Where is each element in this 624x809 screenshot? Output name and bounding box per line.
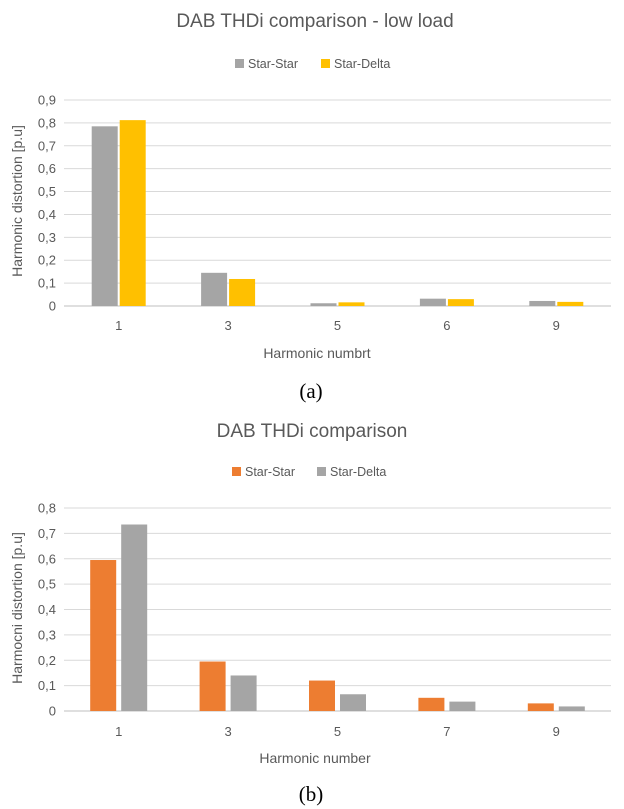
chart-a-y-axis-title: Harmonic distortion [p.u] [9, 125, 25, 277]
chart-b-y-tick-label: 0,7 [38, 526, 56, 541]
chart-b-y-tick-label: 0,4 [38, 602, 56, 617]
chart-a-x-tick-label: 3 [224, 318, 231, 333]
chart-a-y-tick-label: 0,9 [38, 93, 56, 108]
chart-a-x-axis-title: Harmonic numbrt [263, 345, 370, 361]
chart-b-y-tick-label: 0,5 [38, 577, 56, 592]
chart-b-bar-star-delta-7 [449, 701, 476, 711]
chart-a-title: DAB THDi comparison - low load [176, 11, 453, 32]
chart-b-bar-star-delta-9 [558, 706, 585, 711]
chart-a-bar-star-delta-6 [447, 299, 474, 306]
chart-b-legend-label-star-star: Star-Star [245, 465, 295, 479]
chart-b-x-tick-label: 1 [115, 724, 122, 739]
chart-a-bar-star-delta-3 [229, 278, 256, 306]
chart-a-y-tick-label: 0,2 [38, 253, 56, 268]
chart-a-y-tick-label: 0,8 [38, 115, 56, 130]
chart-a-y-tick-label: 0,1 [38, 276, 56, 291]
chart-b-bar-star-star-5 [309, 680, 335, 711]
chart-b-x-tick-label: 5 [334, 724, 341, 739]
chart-b-y-tick-label: 0,3 [38, 627, 56, 642]
chart-a-y-tick-label: 0,6 [38, 161, 56, 176]
chart-b-bar-star-delta-1 [121, 524, 148, 711]
chart-a-legend-label-star-star: Star-Star [248, 57, 298, 71]
chart-b-legend-swatch-star-star [232, 467, 241, 476]
chart-b-y-tick-label: 0,8 [38, 501, 56, 516]
chart-a-bar-star-delta-5 [338, 302, 365, 306]
chart-b-bar-star-delta-5 [340, 694, 366, 711]
chart-b: DAB THDi comparison Star-Star Star-Delta… [9, 421, 611, 766]
chart-a-y-tick-label: 0 [49, 299, 56, 314]
chart-b-legend: Star-Star Star-Delta [232, 465, 386, 479]
chart-a-x-tick-label: 1 [115, 318, 122, 333]
chart-b-bar-star-star-3 [199, 661, 226, 711]
chart-a-y-tick-label: 0,4 [38, 207, 56, 222]
chart-a-legend-swatch-star-star [235, 59, 244, 68]
chart-b-y-axis-title: Harmocni distortion [p.u] [9, 532, 25, 684]
chart-b-bar-star-star-9 [527, 703, 554, 711]
chart-b-title: DAB THDi comparison [217, 421, 408, 442]
chart-b-y-tick-label: 0,2 [38, 653, 56, 668]
chart-a-y-tick-label: 0,7 [38, 138, 56, 153]
chart-b-x-tick-label: 3 [224, 724, 231, 739]
chart-b-bar-star-star-1 [90, 560, 117, 711]
caption-a: (a) [299, 379, 322, 403]
caption-b: (b) [299, 782, 324, 806]
chart-a-bar-star-star-6 [419, 298, 446, 306]
chart-a-bar-star-star-5 [310, 303, 337, 306]
chart-b-legend-swatch-star-delta [317, 467, 326, 476]
chart-b-x-axis-title: Harmonic number [259, 750, 371, 766]
chart-a: DAB THDi comparison - low load Star-Star… [9, 11, 611, 361]
chart-b-x-tick-label: 9 [553, 724, 560, 739]
chart-a-bar-star-star-3 [201, 272, 228, 306]
chart-a-x-tick-label: 5 [334, 318, 341, 333]
chart-b-legend-label-star-delta: Star-Delta [330, 465, 386, 479]
chart-b-x-tick-label: 7 [443, 724, 450, 739]
chart-a-y-tick-label: 0,3 [38, 230, 56, 245]
chart-b-bar-star-star-7 [418, 697, 445, 711]
chart-a-bar-star-delta-1 [119, 120, 146, 307]
chart-b-bar-star-delta-3 [230, 675, 257, 711]
chart-a-legend: Star-Star Star-Delta [235, 57, 390, 71]
chart-a-x-tick-label: 9 [553, 318, 560, 333]
chart-b-y-tick-label: 0,6 [38, 551, 56, 566]
chart-a-bar-star-delta-9 [557, 301, 584, 306]
chart-a-x-tick-label: 6 [443, 318, 450, 333]
chart-a-legend-swatch-star-delta [321, 59, 330, 68]
chart-a-y-tick-label: 0,5 [38, 184, 56, 199]
chart-a-legend-label-star-delta: Star-Delta [334, 57, 390, 71]
chart-b-y-tick-label: 0 [49, 704, 56, 719]
chart-a-bar-star-star-9 [529, 300, 556, 306]
chart-b-y-tick-label: 0,1 [38, 678, 56, 693]
chart-a-bar-star-star-1 [91, 126, 118, 306]
